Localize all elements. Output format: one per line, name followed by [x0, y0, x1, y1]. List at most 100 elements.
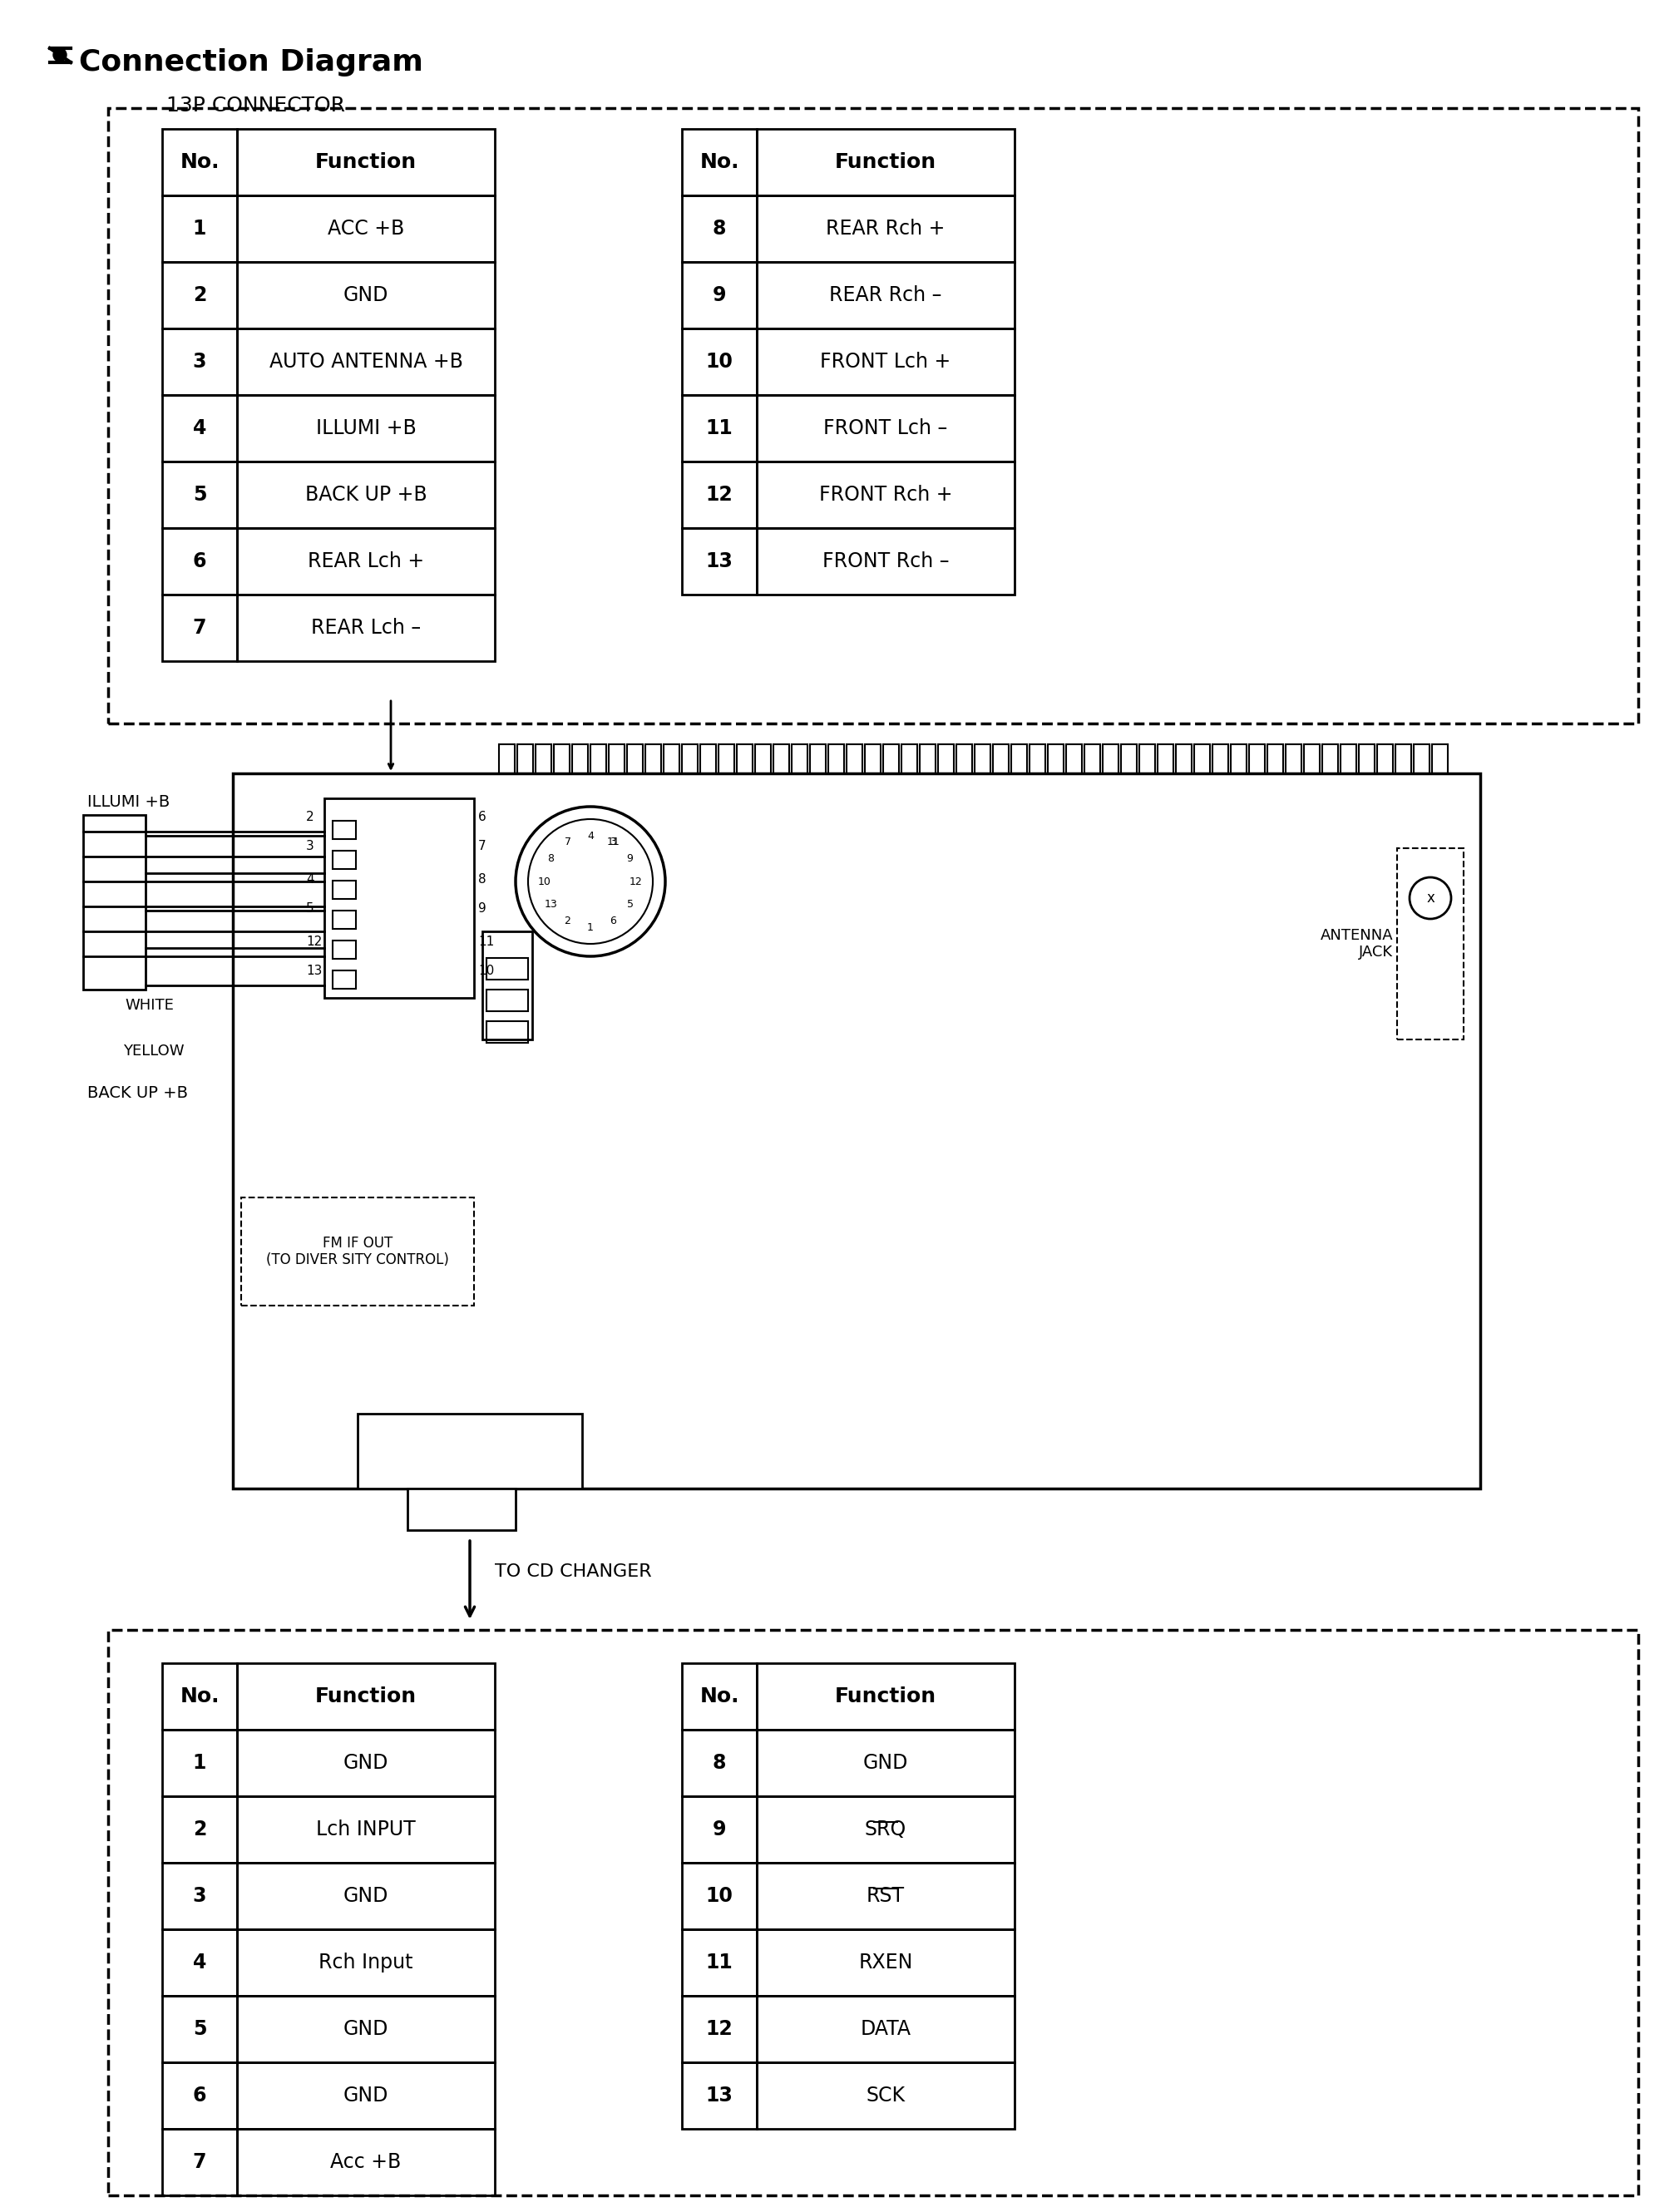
Bar: [162, 2128, 237, 2194]
Text: 6: 6: [192, 551, 207, 571]
Text: 3: 3: [192, 1887, 207, 1907]
Text: 4: 4: [194, 1953, 207, 1973]
Bar: [756, 1796, 1015, 1863]
Bar: [609, 743, 624, 774]
Bar: [554, 743, 569, 774]
Bar: [1103, 743, 1118, 774]
Bar: [1140, 743, 1155, 774]
Text: 7: 7: [564, 836, 571, 847]
Bar: [237, 396, 494, 462]
Text: 5: 5: [192, 484, 207, 504]
Bar: [865, 743, 881, 774]
Bar: [736, 743, 753, 774]
Bar: [1432, 743, 1447, 774]
Text: GND: GND: [344, 1887, 389, 1907]
Bar: [683, 743, 698, 774]
Text: GND: GND: [344, 1752, 389, 1774]
Text: 10: 10: [477, 964, 494, 978]
Text: x: x: [1427, 891, 1434, 905]
Text: 2: 2: [564, 916, 571, 927]
Text: Connection Diagram: Connection Diagram: [78, 49, 424, 77]
Bar: [237, 195, 494, 261]
Text: 6: 6: [192, 2086, 207, 2106]
Text: Lch INPUT: Lch INPUT: [315, 1820, 416, 1840]
Text: 11: 11: [477, 936, 494, 949]
Bar: [332, 971, 355, 989]
Bar: [1359, 743, 1375, 774]
Bar: [1066, 743, 1082, 774]
Text: BACK UP +B: BACK UP +B: [305, 484, 427, 504]
Bar: [1340, 743, 1357, 774]
Bar: [162, 1730, 237, 1796]
Bar: [1230, 743, 1247, 774]
Bar: [237, 1663, 494, 1730]
Bar: [683, 1796, 756, 1863]
Bar: [332, 852, 355, 869]
Bar: [883, 743, 900, 774]
Bar: [162, 396, 237, 462]
Text: 3: 3: [192, 352, 207, 372]
Bar: [683, 1863, 756, 1929]
Bar: [683, 462, 756, 529]
Text: 1: 1: [194, 1752, 207, 1774]
Bar: [683, 128, 756, 195]
Bar: [791, 743, 808, 774]
Text: 8: 8: [713, 219, 726, 239]
Bar: [482, 931, 532, 1040]
Text: 13: 13: [544, 898, 557, 909]
Bar: [407, 1489, 516, 1531]
Text: 12: 12: [305, 936, 322, 949]
Bar: [332, 821, 355, 838]
Bar: [664, 743, 679, 774]
Text: 10: 10: [706, 352, 733, 372]
Bar: [237, 327, 494, 396]
Circle shape: [527, 818, 653, 945]
Bar: [237, 1796, 494, 1863]
Text: REAR Lch –: REAR Lch –: [310, 617, 421, 637]
Text: ANTENNA
JACK: ANTENNA JACK: [1320, 927, 1394, 960]
Text: Function: Function: [834, 1686, 936, 1705]
Bar: [237, 2128, 494, 2194]
Text: 7: 7: [192, 617, 207, 637]
Bar: [162, 327, 237, 396]
Text: FRONT Rch +: FRONT Rch +: [819, 484, 953, 504]
Bar: [846, 743, 863, 774]
Bar: [1212, 743, 1228, 774]
Text: No.: No.: [180, 153, 219, 173]
Bar: [162, 1929, 237, 1995]
Bar: [901, 743, 918, 774]
Bar: [1285, 743, 1302, 774]
Bar: [683, 1929, 756, 1995]
Text: 8: 8: [477, 874, 486, 885]
Bar: [683, 1995, 756, 2062]
Bar: [1177, 743, 1192, 774]
Bar: [920, 743, 936, 774]
Bar: [756, 327, 1015, 396]
Text: ACC +B: ACC +B: [327, 219, 404, 239]
Bar: [756, 396, 1015, 462]
Text: REAR Rch –: REAR Rch –: [829, 285, 941, 305]
Bar: [332, 940, 355, 958]
Text: 10: 10: [537, 876, 551, 887]
Text: 2: 2: [194, 285, 207, 305]
Text: No.: No.: [699, 1686, 739, 1705]
Bar: [756, 1929, 1015, 1995]
Bar: [756, 529, 1015, 595]
Bar: [718, 743, 734, 774]
Text: TO CD CHANGER: TO CD CHANGER: [494, 1564, 651, 1579]
Bar: [237, 529, 494, 595]
Bar: [83, 814, 145, 989]
Bar: [162, 1863, 237, 1929]
Bar: [486, 958, 527, 980]
Text: 5: 5: [192, 2020, 207, 2039]
Text: 3: 3: [611, 836, 616, 847]
Text: 4: 4: [194, 418, 207, 438]
Text: 1: 1: [587, 922, 594, 933]
Bar: [809, 743, 826, 774]
Text: REAR Lch +: REAR Lch +: [307, 551, 424, 571]
Text: 11: 11: [706, 1953, 733, 1973]
Text: 11: 11: [706, 418, 733, 438]
Bar: [938, 743, 953, 774]
Bar: [1158, 743, 1173, 774]
Bar: [975, 743, 990, 774]
